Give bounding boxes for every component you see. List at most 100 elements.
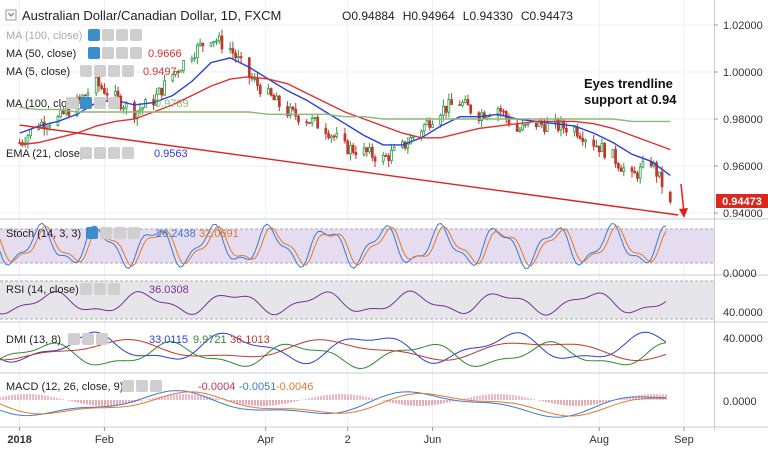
settings-icon[interactable] [102,29,114,41]
add-icon[interactable] [94,147,106,159]
settings-icon[interactable] [66,97,78,109]
candle [103,83,106,95]
close-icon[interactable] [130,29,142,41]
candle [406,137,410,154]
add-icon[interactable] [116,47,128,59]
close-icon[interactable] [108,97,120,109]
candle [657,171,661,179]
close-icon[interactable] [108,147,120,159]
low-value: 0.94330 [469,9,513,23]
time-tick-label: Jun [424,434,442,446]
candle [390,143,393,164]
add-icon[interactable] [116,29,128,41]
candle [422,123,426,136]
ma50-value: 0.9666 [148,48,182,60]
settings-icon[interactable] [80,147,92,159]
settings-icon[interactable] [100,227,112,239]
candle [411,135,415,141]
candle [324,123,328,140]
indicator-lines [19,57,679,216]
macd-pane-legend: MACD (12, 26, close, 9) -0.0004 -0.0051 … [6,380,313,393]
price-tick-label: 0.98000 [723,114,763,126]
candle [215,38,218,45]
candle [275,92,278,101]
settings-icon[interactable] [102,47,114,59]
rsi-axis-tick: 40.0000 [723,307,763,319]
stoch-d-line [0,225,667,267]
add-icon[interactable] [94,97,106,109]
dmi-plus-line [0,331,667,365]
candle [201,42,205,52]
rsi-pane-legend: RSI (14, close) 36.0308 [6,283,189,296]
candle [524,123,527,128]
add-icon[interactable] [114,227,126,239]
rsi-label: RSI (14, close) [6,284,79,296]
add-icon[interactable] [94,283,106,295]
close-icon[interactable] [96,333,108,345]
candle [305,118,309,127]
add-icon[interactable] [82,333,94,345]
candle [431,120,434,129]
time-axis[interactable]: 2018 Feb Apr 2 Jun Aug Sep [7,427,694,446]
eye-icon[interactable] [80,97,92,109]
more-icon[interactable] [122,65,134,77]
close-icon[interactable] [130,47,142,59]
ma100-value: 0.9789 [155,98,189,110]
candle [21,139,24,147]
candle [370,143,374,162]
more-icon[interactable] [122,147,134,159]
candle [195,42,199,65]
macd-axis-tick: 0.0000 [723,396,757,408]
add-icon[interactable] [136,380,148,392]
close-icon[interactable] [128,227,140,239]
candle [272,93,276,101]
eye-icon[interactable] [88,47,100,59]
candle [228,42,232,54]
candle [258,82,262,98]
price-tick-label: 0.94000 [723,208,763,220]
indicator-label-ma50: MA (50, close) [6,48,76,60]
candle [611,149,615,158]
last-price-value: 0.94473 [722,196,762,208]
candle [614,145,617,168]
candle [368,143,371,155]
candle [578,132,582,140]
candle [209,42,213,48]
collapse-chevron-icon[interactable] [8,12,15,17]
candle [521,119,525,132]
add-icon[interactable] [94,65,106,77]
candle [313,116,317,122]
candle [439,113,442,128]
time-tick-label: 2 [345,434,351,446]
close-icon[interactable] [108,283,120,295]
settings-icon[interactable] [68,333,80,345]
candle [458,100,462,106]
candle [351,142,355,155]
candle [182,59,186,74]
time-tick-label: Apr [257,434,274,446]
eye-icon[interactable] [88,29,100,41]
time-tick-label: Aug [589,434,609,446]
adx-line [0,338,667,361]
settings-icon[interactable] [80,65,92,77]
dmi-plus-value: 33.0115 [149,334,188,346]
close-icon[interactable] [108,65,120,77]
candle [373,154,377,168]
annotation-line2: support at 0.94 [584,92,677,107]
stoch-k-value: 26.2438 [156,228,196,240]
macd-signal-value: -0.0046 [276,381,313,393]
settings-icon[interactable] [80,283,92,295]
candle [636,170,639,182]
candle [138,103,142,116]
eye-icon[interactable] [86,227,98,239]
candle [220,29,224,54]
close-icon[interactable] [150,380,162,392]
candle [141,106,145,115]
series-line [19,57,671,176]
candle [349,141,352,161]
candle [466,94,470,106]
settings-icon[interactable] [122,380,134,392]
candle [97,74,101,92]
price-axis[interactable]: 1.02000 1.00000 0.98000 0.96000 0.94000 [714,20,763,220]
